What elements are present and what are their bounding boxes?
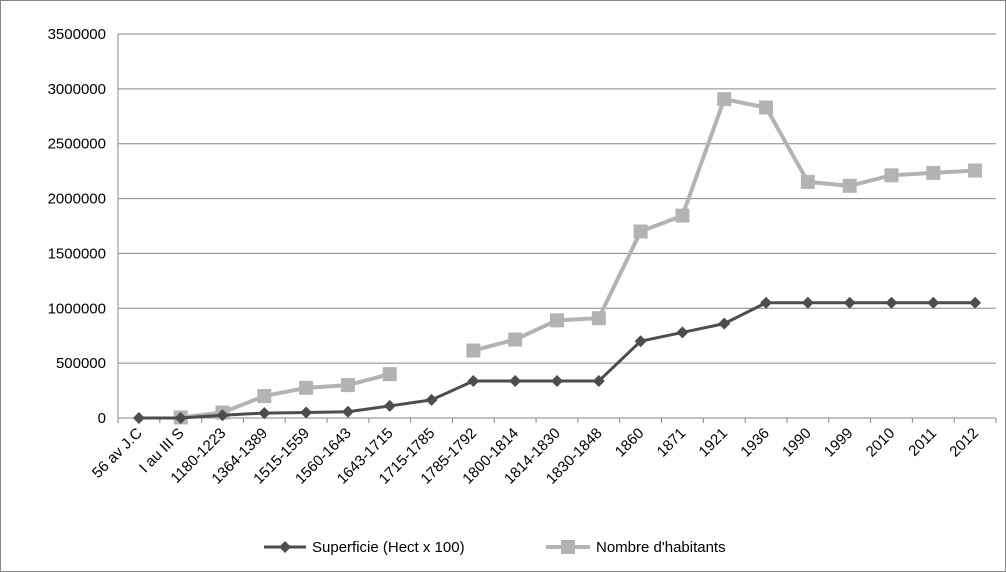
data-point: [561, 540, 575, 554]
data-point: [717, 92, 732, 107]
data-point: [466, 343, 481, 358]
data-point: [340, 378, 355, 393]
data-point: [550, 313, 564, 328]
data-point: [279, 541, 291, 553]
data-point: [216, 409, 229, 422]
data-point: [509, 375, 522, 388]
y-tick-label: 3000000: [48, 81, 106, 98]
series-layer: [132, 92, 983, 425]
data-point: [592, 375, 605, 388]
data-point: [299, 380, 314, 395]
data-point: [300, 406, 313, 419]
data-point: [760, 296, 773, 309]
y-tick-label: 0: [98, 410, 106, 427]
y-tick-label: 3500000: [48, 26, 106, 43]
data-point: [842, 178, 857, 193]
y-tick-label: 2000000: [48, 191, 106, 208]
data-point: [885, 296, 898, 309]
data-point: [969, 296, 982, 309]
y-tick-label: 2500000: [48, 136, 106, 153]
data-point: [718, 317, 731, 330]
data-point: [174, 412, 187, 424]
data-point: [676, 326, 689, 339]
data-point: [382, 367, 397, 382]
data-point: [257, 389, 272, 404]
data-point: [801, 296, 814, 309]
data-point: [341, 405, 354, 418]
data-point: [759, 100, 774, 115]
legend-item-habitants: Nombre d'habitants: [546, 539, 726, 556]
data-point: [258, 407, 271, 420]
data-point: [467, 375, 480, 388]
y-tick-label: 500000: [56, 355, 106, 372]
series-habitants: [173, 92, 983, 425]
legend-label: Nombre d'habitants: [596, 539, 726, 556]
gridlines: [118, 33, 996, 364]
y-tick-labels: 0 500000 1000000 1500000 2000000 2500000 30000…: [48, 26, 106, 427]
legend-item-superficie: Superficie (Hect x 100): [264, 539, 465, 556]
legend: Superficie (Hect x 100) Nombre d'habitant…: [264, 539, 726, 556]
data-point: [633, 224, 648, 239]
series-superficie: [132, 296, 982, 424]
data-point: [508, 332, 523, 347]
data-point: [968, 163, 983, 178]
data-point: [383, 399, 396, 412]
data-point: [927, 296, 940, 309]
data-point: [800, 174, 815, 189]
data-point: [132, 412, 145, 424]
data-point: [926, 165, 941, 180]
data-point: [843, 296, 856, 309]
legend-label: Superficie (Hect x 100): [312, 539, 465, 556]
data-point: [884, 168, 899, 183]
data-point: [634, 335, 647, 348]
data-point: [675, 208, 690, 223]
data-point: [551, 375, 563, 388]
data-point: [591, 311, 606, 326]
y-tick-label: 1500000: [48, 245, 106, 262]
y-tick-label: 1000000: [48, 300, 106, 317]
data-point: [425, 393, 438, 406]
